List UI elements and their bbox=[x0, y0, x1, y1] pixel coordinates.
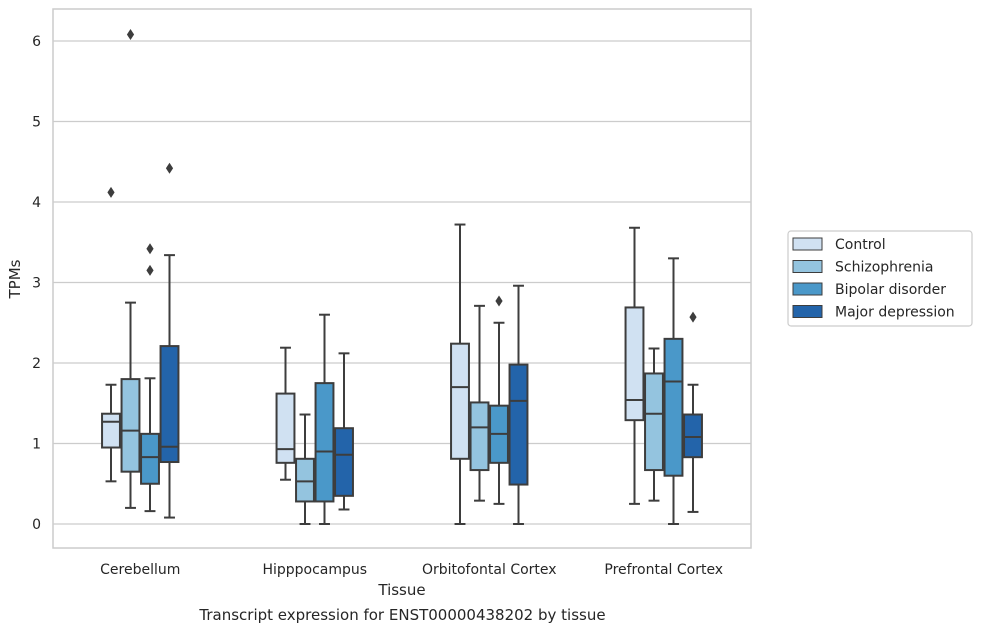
y-tick-labels: 0 1 2 3 4 5 6 bbox=[32, 34, 41, 533]
box bbox=[489, 295, 509, 505]
box bbox=[140, 243, 160, 513]
x-tick-labels: Cerebellum Hipppocampus Orbitofontal Corte… bbox=[100, 562, 723, 578]
x-tick-label: Cerebellum bbox=[100, 562, 180, 578]
outlier-point bbox=[146, 264, 154, 276]
y-tick-label: 1 bbox=[32, 437, 41, 453]
box bbox=[120, 29, 141, 509]
box bbox=[334, 352, 354, 511]
box bbox=[624, 226, 645, 505]
legend: Control Schizophrenia Bipolar disorder Majo… bbox=[787, 230, 973, 327]
box-body bbox=[159, 345, 180, 464]
box-body bbox=[624, 306, 645, 422]
legend-swatch bbox=[792, 237, 823, 251]
box-body bbox=[683, 413, 703, 459]
x-tick-label: Hipppocampus bbox=[262, 562, 367, 578]
series-schizophrenia bbox=[120, 29, 664, 525]
y-tick-label: 0 bbox=[32, 517, 41, 533]
legend-label: Bipolar disorder bbox=[835, 282, 946, 298]
outlier-point bbox=[689, 311, 697, 323]
legend-label: Schizophrenia bbox=[835, 260, 933, 276]
box-body bbox=[101, 412, 121, 449]
outlier-point bbox=[165, 162, 174, 174]
box bbox=[644, 347, 664, 502]
x-axis-label: Tissue bbox=[377, 581, 425, 599]
outlier-point bbox=[126, 29, 135, 41]
y-tick-label: 4 bbox=[32, 195, 41, 211]
legend-swatch bbox=[792, 282, 823, 296]
y-axis-label: TPMs bbox=[6, 259, 24, 299]
legend-item: Schizophrenia bbox=[792, 260, 933, 276]
outlier-point bbox=[107, 186, 115, 198]
legend-item: Control bbox=[792, 237, 886, 253]
legend-item: Major depression bbox=[792, 305, 955, 321]
box-body bbox=[334, 427, 354, 497]
box bbox=[683, 311, 703, 513]
series-control bbox=[101, 186, 645, 525]
box bbox=[450, 223, 470, 525]
box bbox=[663, 257, 684, 525]
series-bipolar-disorder bbox=[140, 243, 684, 525]
legend-label: Major depression bbox=[835, 305, 955, 321]
box-body bbox=[275, 392, 296, 464]
box-body bbox=[508, 363, 529, 486]
box bbox=[159, 162, 180, 519]
box bbox=[469, 304, 490, 502]
series-major-depression bbox=[159, 162, 703, 525]
box-body bbox=[120, 378, 141, 473]
legend-item: Bipolar disorder bbox=[792, 282, 946, 298]
box-body bbox=[644, 372, 664, 472]
y-tick-label: 2 bbox=[32, 356, 41, 372]
box bbox=[295, 413, 315, 525]
box-body bbox=[469, 401, 490, 472]
outlier-point bbox=[495, 295, 503, 307]
box-series bbox=[101, 29, 703, 525]
plot-frame bbox=[52, 8, 752, 549]
figure-caption: Transcript expression for ENST0000043820… bbox=[199, 606, 606, 624]
legend-box bbox=[787, 230, 973, 327]
plot-border bbox=[52, 8, 752, 549]
box bbox=[275, 346, 296, 481]
box-body bbox=[295, 457, 315, 503]
y-tick-label: 5 bbox=[32, 115, 41, 131]
box-body bbox=[663, 337, 684, 477]
y-tick-label: 6 bbox=[32, 34, 41, 50]
box-body bbox=[450, 342, 470, 460]
box-body bbox=[314, 382, 335, 503]
legend-swatch bbox=[792, 305, 823, 318]
x-tick-label: Prefrontal Cortex bbox=[604, 562, 723, 578]
legend-label: Control bbox=[835, 237, 886, 253]
x-tick-label: Orbitofontal Cortex bbox=[422, 562, 557, 578]
outlier-point bbox=[146, 243, 154, 255]
box bbox=[101, 186, 121, 483]
legend-swatch bbox=[792, 260, 823, 273]
y-tick-label: 3 bbox=[32, 276, 41, 292]
box bbox=[314, 313, 335, 525]
box-body bbox=[140, 432, 160, 485]
box bbox=[508, 284, 529, 525]
